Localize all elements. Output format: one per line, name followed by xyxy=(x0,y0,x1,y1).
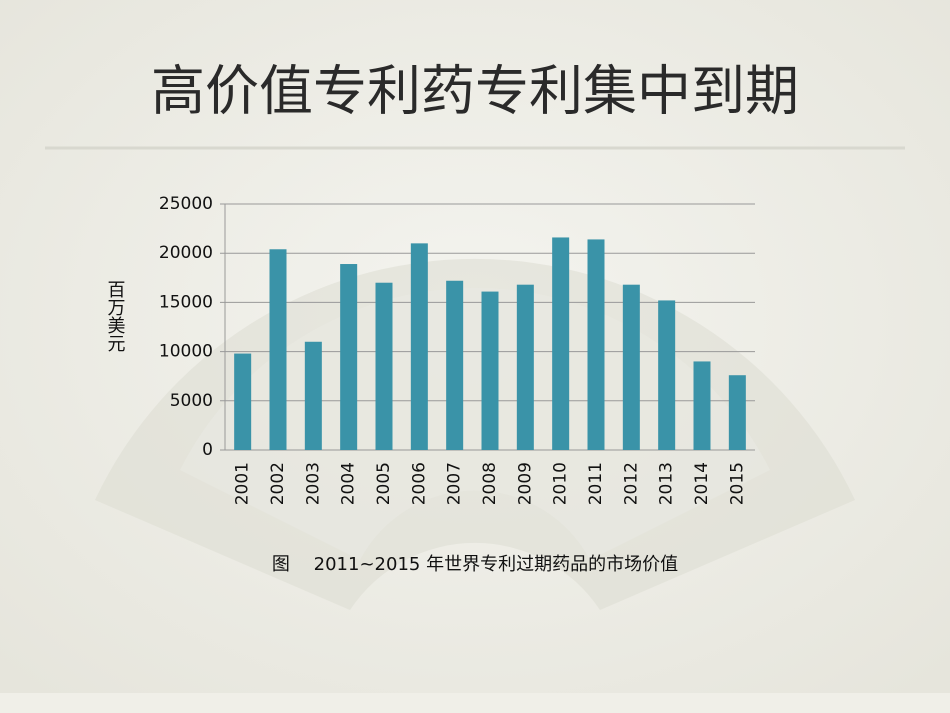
bar xyxy=(622,284,640,450)
y-axis-label: 百万美元 xyxy=(105,280,126,352)
bar xyxy=(658,300,676,450)
bar xyxy=(587,239,605,450)
x-tick-label: 2009 xyxy=(515,462,535,505)
bar xyxy=(516,284,534,450)
slide-title: 高价值专利药专利集中到期 xyxy=(151,60,799,123)
x-tick-label: 2002 xyxy=(268,462,288,505)
x-tick-label: 2005 xyxy=(374,462,394,505)
x-tick-label: 2008 xyxy=(480,462,500,505)
bar xyxy=(728,375,746,450)
caption: 图 2011~2015 年世界专利过期药品的市场价值 xyxy=(272,554,678,575)
y-tick-label: 0 xyxy=(202,440,213,460)
x-tick-label: 2014 xyxy=(692,462,712,505)
bar xyxy=(693,361,711,450)
x-tick-label: 2011 xyxy=(586,462,606,505)
bar xyxy=(340,264,358,450)
x-tick-label: 2010 xyxy=(551,462,571,505)
y-tick-label: 25000 xyxy=(159,194,213,214)
bar xyxy=(234,353,252,450)
bar xyxy=(446,280,464,450)
x-tick-label: 2007 xyxy=(445,462,465,505)
x-tick-label: 2006 xyxy=(409,462,429,505)
x-tick-label: 2004 xyxy=(339,462,359,505)
bar xyxy=(304,341,322,450)
x-tick-label: 2012 xyxy=(621,462,641,505)
x-tick-label: 2001 xyxy=(233,462,253,505)
y-tick-label: 15000 xyxy=(159,292,213,312)
fan-inner xyxy=(180,287,770,560)
footer-band xyxy=(0,693,950,713)
bar xyxy=(552,237,570,450)
y-tick-label: 5000 xyxy=(170,391,213,411)
x-tick-label: 2015 xyxy=(727,462,747,505)
bar xyxy=(481,291,499,450)
x-tick-label: 2003 xyxy=(303,462,323,505)
x-tick-label: 2013 xyxy=(657,462,677,505)
y-tick-label: 20000 xyxy=(159,243,213,263)
bar xyxy=(375,282,393,450)
y-tick-label: 10000 xyxy=(159,342,213,362)
bar xyxy=(410,243,428,450)
bar xyxy=(269,249,287,450)
